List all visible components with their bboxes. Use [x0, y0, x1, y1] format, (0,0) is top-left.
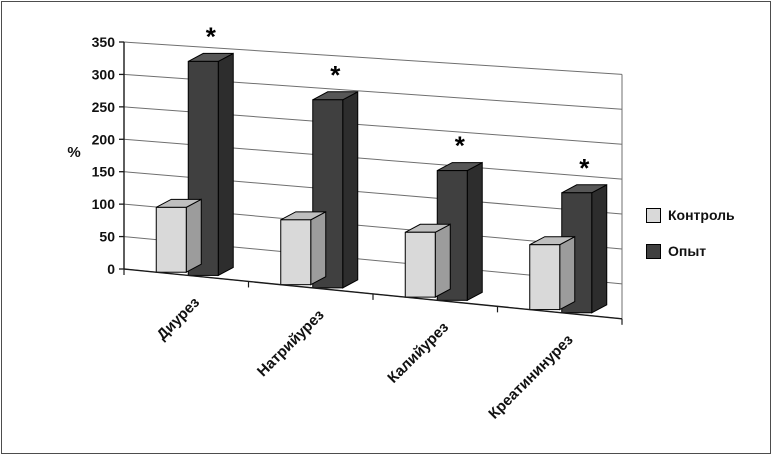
legend-swatch-control — [646, 207, 661, 223]
y-tick-label: 0 — [107, 261, 115, 277]
legend: Контроль Опыт — [646, 207, 735, 280]
significance-marker: * — [206, 21, 217, 51]
bars — [155, 52, 608, 314]
y-tick-label: 200 — [92, 131, 116, 147]
category-label: Диурез — [154, 294, 204, 344]
category-label: Натрийурез — [254, 306, 328, 380]
axes — [123, 42, 623, 325]
y-tick-label: 250 — [92, 99, 116, 115]
x-axis-labels: Диурез Натрийурез Калийурез Креатининурез — [154, 294, 577, 423]
y-axis-title: % — [67, 144, 80, 161]
significance-markers: * * * * — [206, 21, 591, 182]
y-tick-label: 150 — [92, 164, 116, 180]
significance-marker: * — [579, 153, 590, 183]
y-tick-label: 300 — [92, 66, 116, 82]
y-tick-label: 100 — [92, 196, 116, 212]
category-label: Креатининурез — [485, 331, 576, 422]
y-tick-label: 50 — [99, 229, 115, 245]
category-label: Калийурез — [384, 319, 452, 387]
legend-label-experiment: Опыт — [668, 243, 707, 259]
significance-marker: * — [455, 131, 466, 161]
legend-swatch-experiment — [646, 243, 661, 259]
legend-label-control: Контроль — [668, 207, 735, 223]
legend-item-control: Контроль — [646, 207, 735, 223]
significance-marker: * — [330, 60, 341, 90]
legend-item-experiment: Опыт — [646, 243, 735, 259]
bar-0-0 — [155, 198, 202, 274]
bar-0-1 — [280, 210, 327, 286]
bar-0-2 — [404, 223, 451, 298]
bar-0-3 — [529, 235, 576, 311]
y-tick-label: 350 — [92, 34, 116, 50]
y-axis: 0 50 100 150 200 250 300 350% — [67, 34, 124, 277]
